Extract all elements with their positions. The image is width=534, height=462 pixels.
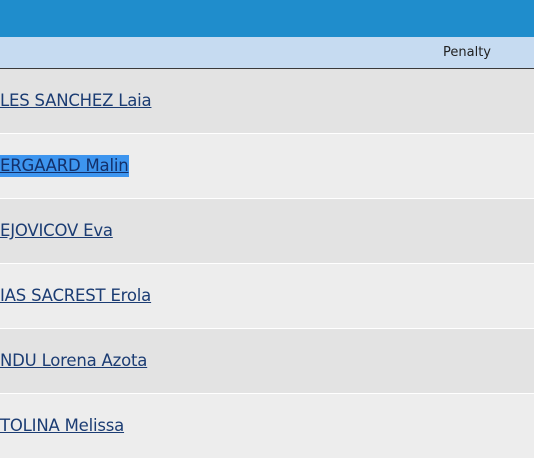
table-row: NDU Lorena Azota [0,329,534,394]
top-bar [0,0,534,37]
athlete-link[interactable]: IAS SACREST Erola [0,286,152,305]
table-row: ERGAARD Malin [0,134,534,199]
table-row: LES SANCHEZ Laia [0,69,534,134]
table-body: LES SANCHEZ Laia ERGAARD Malin EJOVICOV … [0,69,534,459]
athlete-link[interactable]: ERGAARD Malin [0,155,129,177]
table-header: Penalty [0,37,534,69]
column-header: Penalty [443,45,491,60]
table-row: IAS SACREST Erola [0,264,534,329]
athlete-link[interactable]: LES SANCHEZ Laia [0,91,152,110]
athlete-link[interactable]: TOLINA Melissa [0,416,125,435]
athlete-link[interactable]: NDU Lorena Azota [0,351,148,370]
athlete-link[interactable]: EJOVICOV Eva [0,221,113,240]
table-row: EJOVICOV Eva [0,199,534,264]
table-row: TOLINA Melissa [0,394,534,459]
